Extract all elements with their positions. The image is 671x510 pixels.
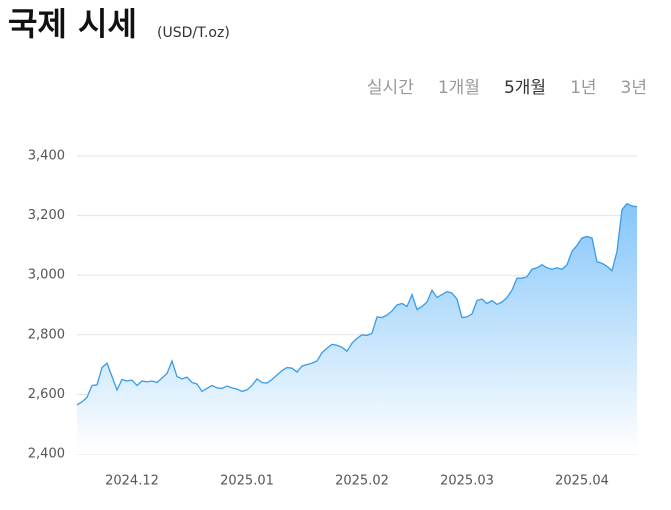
unit: (USD/T.oz)	[157, 25, 230, 41]
period-tab[interactable]: 실시간	[367, 78, 414, 98]
y-tick-label: 3,400	[28, 149, 65, 164]
period-tab[interactable]: 1개월	[438, 78, 480, 98]
y-tick-label: 2,600	[28, 387, 65, 402]
y-tick-label: 2,400	[28, 447, 65, 462]
x-tick-label: 2025.02	[335, 474, 389, 489]
x-tick-label: 2025.03	[440, 474, 494, 489]
x-tick-label: 2025.01	[220, 474, 274, 489]
period-tab[interactable]: 3년	[621, 78, 647, 98]
area-fill	[77, 203, 637, 454]
period-tab[interactable]: 1년	[570, 78, 596, 98]
period-tab[interactable]: 5개월	[504, 78, 546, 98]
y-tick-label: 2,800	[28, 327, 65, 342]
title: 국제 시세	[8, 5, 137, 43]
x-tick-label: 2024.12	[105, 474, 159, 489]
price-line	[76, 202, 638, 406]
y-tick-label: 3,200	[28, 208, 65, 223]
x-tick-label: 2025.04	[555, 474, 609, 489]
y-tick-label: 3,000	[28, 268, 65, 283]
